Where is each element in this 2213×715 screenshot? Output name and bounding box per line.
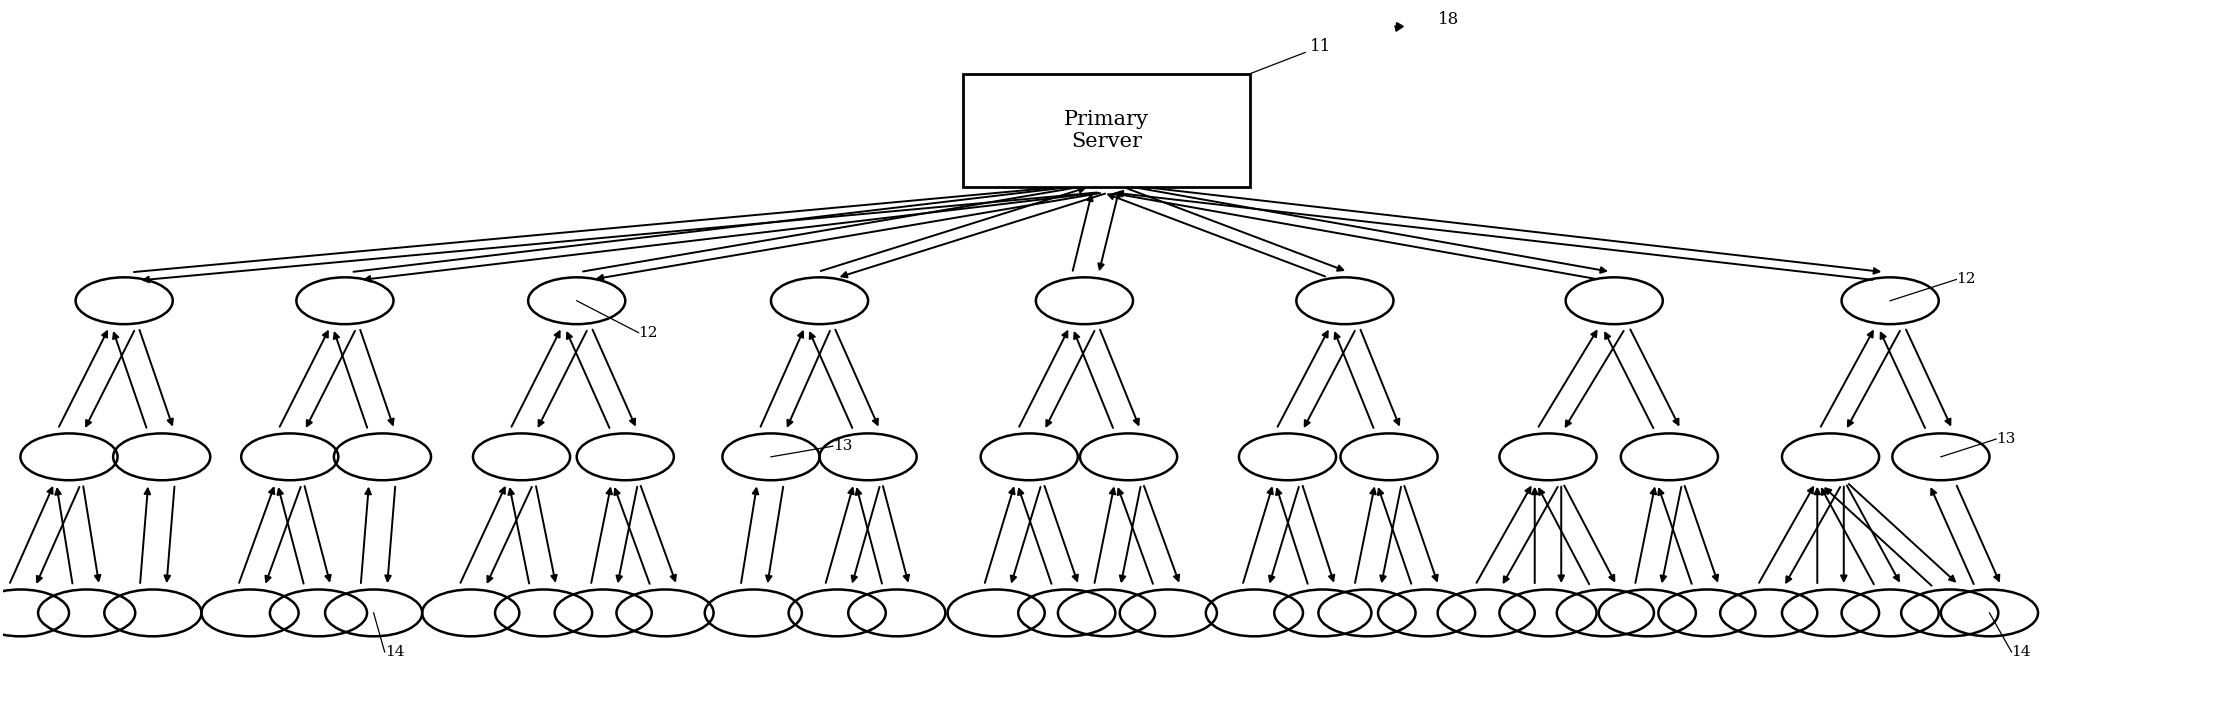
Text: 13: 13 [832,439,852,453]
Text: 12: 12 [1956,272,1976,287]
Text: 14: 14 [2012,645,2032,659]
Text: 14: 14 [385,645,405,659]
Text: 12: 12 [640,325,657,340]
Text: 11: 11 [1310,38,1330,55]
Text: 18: 18 [1438,11,1458,28]
FancyBboxPatch shape [963,74,1250,187]
Text: 13: 13 [1996,432,2016,446]
Text: Primary
Server: Primary Server [1064,110,1149,151]
